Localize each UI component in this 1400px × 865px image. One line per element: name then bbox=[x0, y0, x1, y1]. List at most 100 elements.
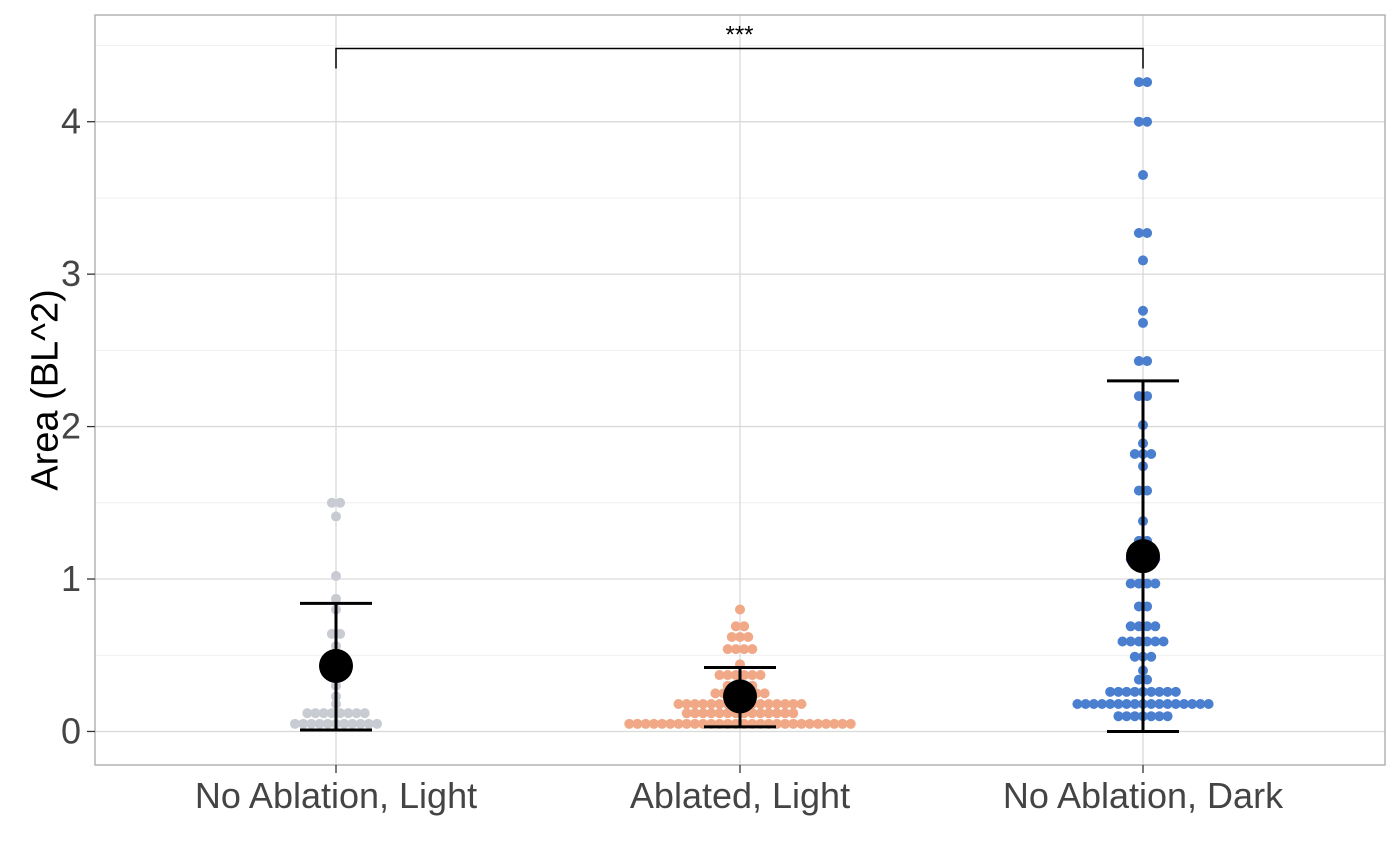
data-point bbox=[735, 604, 745, 615]
data-point bbox=[681, 699, 692, 710]
data-point bbox=[624, 718, 635, 729]
data-point bbox=[335, 497, 346, 508]
data-point bbox=[730, 644, 741, 655]
data-point bbox=[812, 718, 823, 729]
data-point bbox=[1129, 686, 1140, 697]
data-point bbox=[306, 718, 317, 729]
data-point bbox=[648, 718, 659, 729]
mean-marker bbox=[1126, 539, 1160, 574]
data-point bbox=[763, 699, 774, 710]
data-point bbox=[1133, 636, 1144, 647]
data-point bbox=[726, 631, 737, 642]
data-point bbox=[1121, 711, 1132, 722]
mean-marker bbox=[723, 679, 757, 714]
x-axis: No Ablation, Light Ablated, Light No Ablat… bbox=[195, 765, 1284, 816]
data-point bbox=[326, 708, 337, 719]
data-point bbox=[714, 708, 725, 719]
data-point bbox=[722, 644, 733, 655]
data-point bbox=[1179, 699, 1189, 710]
data-point bbox=[1142, 116, 1153, 127]
data-point bbox=[1170, 686, 1181, 697]
data-point bbox=[1142, 621, 1153, 632]
data-point bbox=[780, 708, 791, 719]
data-point bbox=[331, 511, 341, 522]
data-point bbox=[1129, 651, 1140, 662]
data-point bbox=[1142, 636, 1153, 647]
data-point bbox=[710, 688, 721, 699]
data-point bbox=[747, 708, 758, 719]
data-point bbox=[1195, 699, 1206, 710]
data-point bbox=[1133, 621, 1144, 632]
data-point bbox=[1105, 686, 1116, 697]
data-point bbox=[1158, 636, 1169, 647]
data-point bbox=[359, 708, 370, 719]
data-point bbox=[1097, 699, 1107, 710]
data-point bbox=[673, 718, 684, 729]
data-point bbox=[706, 708, 717, 719]
data-point bbox=[739, 670, 750, 681]
data-point bbox=[1125, 636, 1136, 647]
data-point bbox=[771, 708, 782, 719]
data-point bbox=[302, 708, 313, 719]
data-point bbox=[1138, 305, 1148, 316]
data-point bbox=[1133, 485, 1144, 496]
y-tick-label: 0 bbox=[61, 710, 81, 751]
data-point bbox=[318, 708, 329, 719]
data-point bbox=[1133, 227, 1144, 238]
data-point bbox=[735, 631, 745, 642]
significance-label: *** bbox=[725, 22, 753, 49]
data-point bbox=[788, 718, 799, 729]
data-point bbox=[1113, 711, 1124, 722]
data-point bbox=[314, 718, 325, 729]
data-point bbox=[1146, 449, 1157, 460]
data-point bbox=[326, 497, 337, 508]
y-axis: 0 1 2 3 4 bbox=[61, 101, 95, 751]
data-point bbox=[1072, 699, 1083, 710]
data-point bbox=[665, 718, 676, 729]
data-point bbox=[1125, 578, 1136, 589]
data-point bbox=[714, 699, 725, 710]
data-point bbox=[759, 688, 770, 699]
data-point bbox=[1113, 686, 1124, 697]
data-point bbox=[730, 621, 741, 632]
data-point bbox=[837, 718, 848, 729]
data-point bbox=[755, 699, 766, 710]
data-point bbox=[1170, 699, 1181, 710]
data-point bbox=[335, 628, 346, 639]
data-point bbox=[804, 718, 815, 729]
data-point bbox=[1121, 699, 1132, 710]
data-point bbox=[351, 708, 362, 719]
data-point bbox=[1162, 699, 1173, 710]
data-point bbox=[780, 699, 791, 710]
data-point bbox=[372, 718, 382, 729]
data-point bbox=[788, 699, 799, 710]
data-point bbox=[796, 718, 807, 729]
data-point bbox=[689, 699, 700, 710]
data-point bbox=[730, 670, 741, 681]
data-point bbox=[632, 718, 643, 729]
data-point bbox=[1133, 674, 1144, 685]
data-point bbox=[698, 699, 709, 710]
data-point bbox=[1129, 449, 1140, 460]
y-tick-label: 4 bbox=[61, 101, 81, 142]
data-point bbox=[681, 708, 692, 719]
x-tick-label: No Ablation, Light bbox=[195, 775, 477, 816]
data-point bbox=[1142, 77, 1153, 88]
data-point bbox=[747, 670, 758, 681]
y-tick-label: 2 bbox=[61, 406, 81, 447]
data-point bbox=[1142, 485, 1153, 496]
data-point bbox=[326, 628, 337, 639]
data-point bbox=[1133, 391, 1144, 402]
data-point bbox=[1203, 699, 1214, 710]
data-point bbox=[739, 644, 750, 655]
data-point bbox=[1133, 578, 1144, 589]
data-point bbox=[657, 718, 668, 729]
data-point bbox=[771, 699, 782, 710]
data-point bbox=[1133, 116, 1144, 127]
data-point bbox=[310, 708, 321, 719]
data-point bbox=[706, 699, 717, 710]
data-point bbox=[1154, 699, 1165, 710]
data-point bbox=[331, 593, 341, 604]
data-point bbox=[1162, 686, 1173, 697]
